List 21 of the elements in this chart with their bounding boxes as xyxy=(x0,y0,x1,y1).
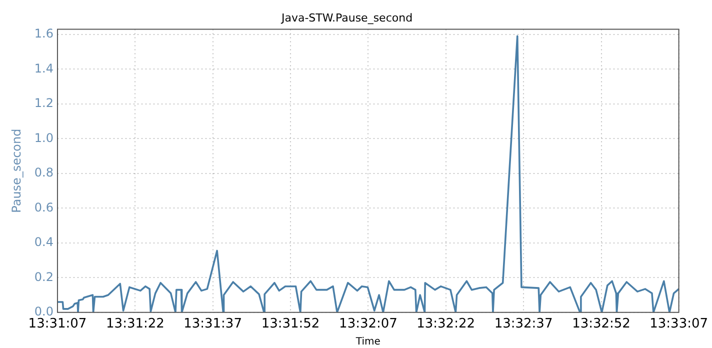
y-tick-label: 0.2 xyxy=(34,270,54,284)
x-tick-label: 13:32:22 xyxy=(416,316,475,332)
x-tick-label: 13:32:07 xyxy=(339,316,398,332)
y-tick-label: 1.2 xyxy=(34,96,54,110)
y-tick-label: 0.0 xyxy=(34,304,54,319)
y-tick-label: 1.6 xyxy=(34,26,54,41)
x-tick-label: 13:32:52 xyxy=(572,316,630,332)
x-tick-label: 13:31:37 xyxy=(184,316,242,332)
y-tick-label: 0.6 xyxy=(34,200,54,214)
x-tick-label: 13:31:52 xyxy=(261,316,320,332)
x-tick-label: 13:31:07 xyxy=(28,316,87,332)
y-tick-label: 0.4 xyxy=(34,235,54,250)
x-axis-title: Time xyxy=(354,336,380,348)
y-axis-title: Pause_second xyxy=(9,128,24,213)
x-tick-label: 13:33:07 xyxy=(650,316,708,332)
y-tick-label: 1.0 xyxy=(34,130,54,145)
x-tick-label: 13:31:22 xyxy=(106,316,164,332)
y-tick-label: 1.4 xyxy=(34,61,54,76)
x-tick-label: 13:32:37 xyxy=(494,316,553,332)
y-tick-label: 0.8 xyxy=(34,166,54,180)
chart-title: Java-STW.Pause_second xyxy=(280,11,413,24)
